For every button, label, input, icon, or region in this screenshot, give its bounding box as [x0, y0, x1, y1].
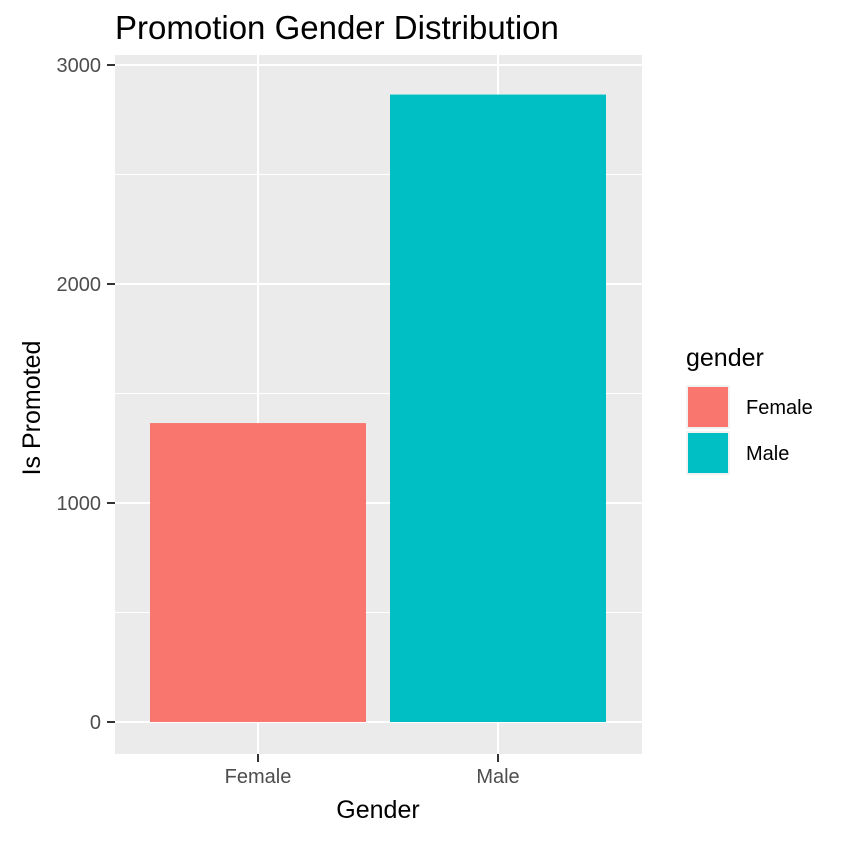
- chart-title: Promotion Gender Distribution: [115, 9, 559, 46]
- y-axis-label: Is Promoted: [18, 341, 46, 476]
- bar-female: [150, 423, 366, 722]
- x-tick-label: Male: [476, 766, 519, 788]
- bars-layer: [150, 94, 606, 722]
- legend-swatch-female: [688, 387, 728, 427]
- legend-items: Female Male: [686, 385, 813, 475]
- legend-swatch-male: [688, 433, 728, 473]
- legend-label: Male: [746, 443, 789, 465]
- bar-male: [390, 94, 606, 722]
- x-tick-label: Female: [225, 766, 292, 788]
- legend-label: Female: [746, 397, 813, 419]
- y-axis: 0 1000 2000 3000: [57, 55, 115, 734]
- y-tick-label: 0: [90, 712, 101, 734]
- legend-title: gender: [686, 344, 764, 372]
- y-tick-label: 1000: [57, 493, 102, 515]
- x-axis-label: Gender: [336, 796, 419, 824]
- legend: gender Female Male: [686, 344, 813, 475]
- x-axis: Female Male: [225, 754, 520, 788]
- y-tick-label: 3000: [57, 55, 102, 77]
- y-tick-label: 2000: [57, 274, 102, 296]
